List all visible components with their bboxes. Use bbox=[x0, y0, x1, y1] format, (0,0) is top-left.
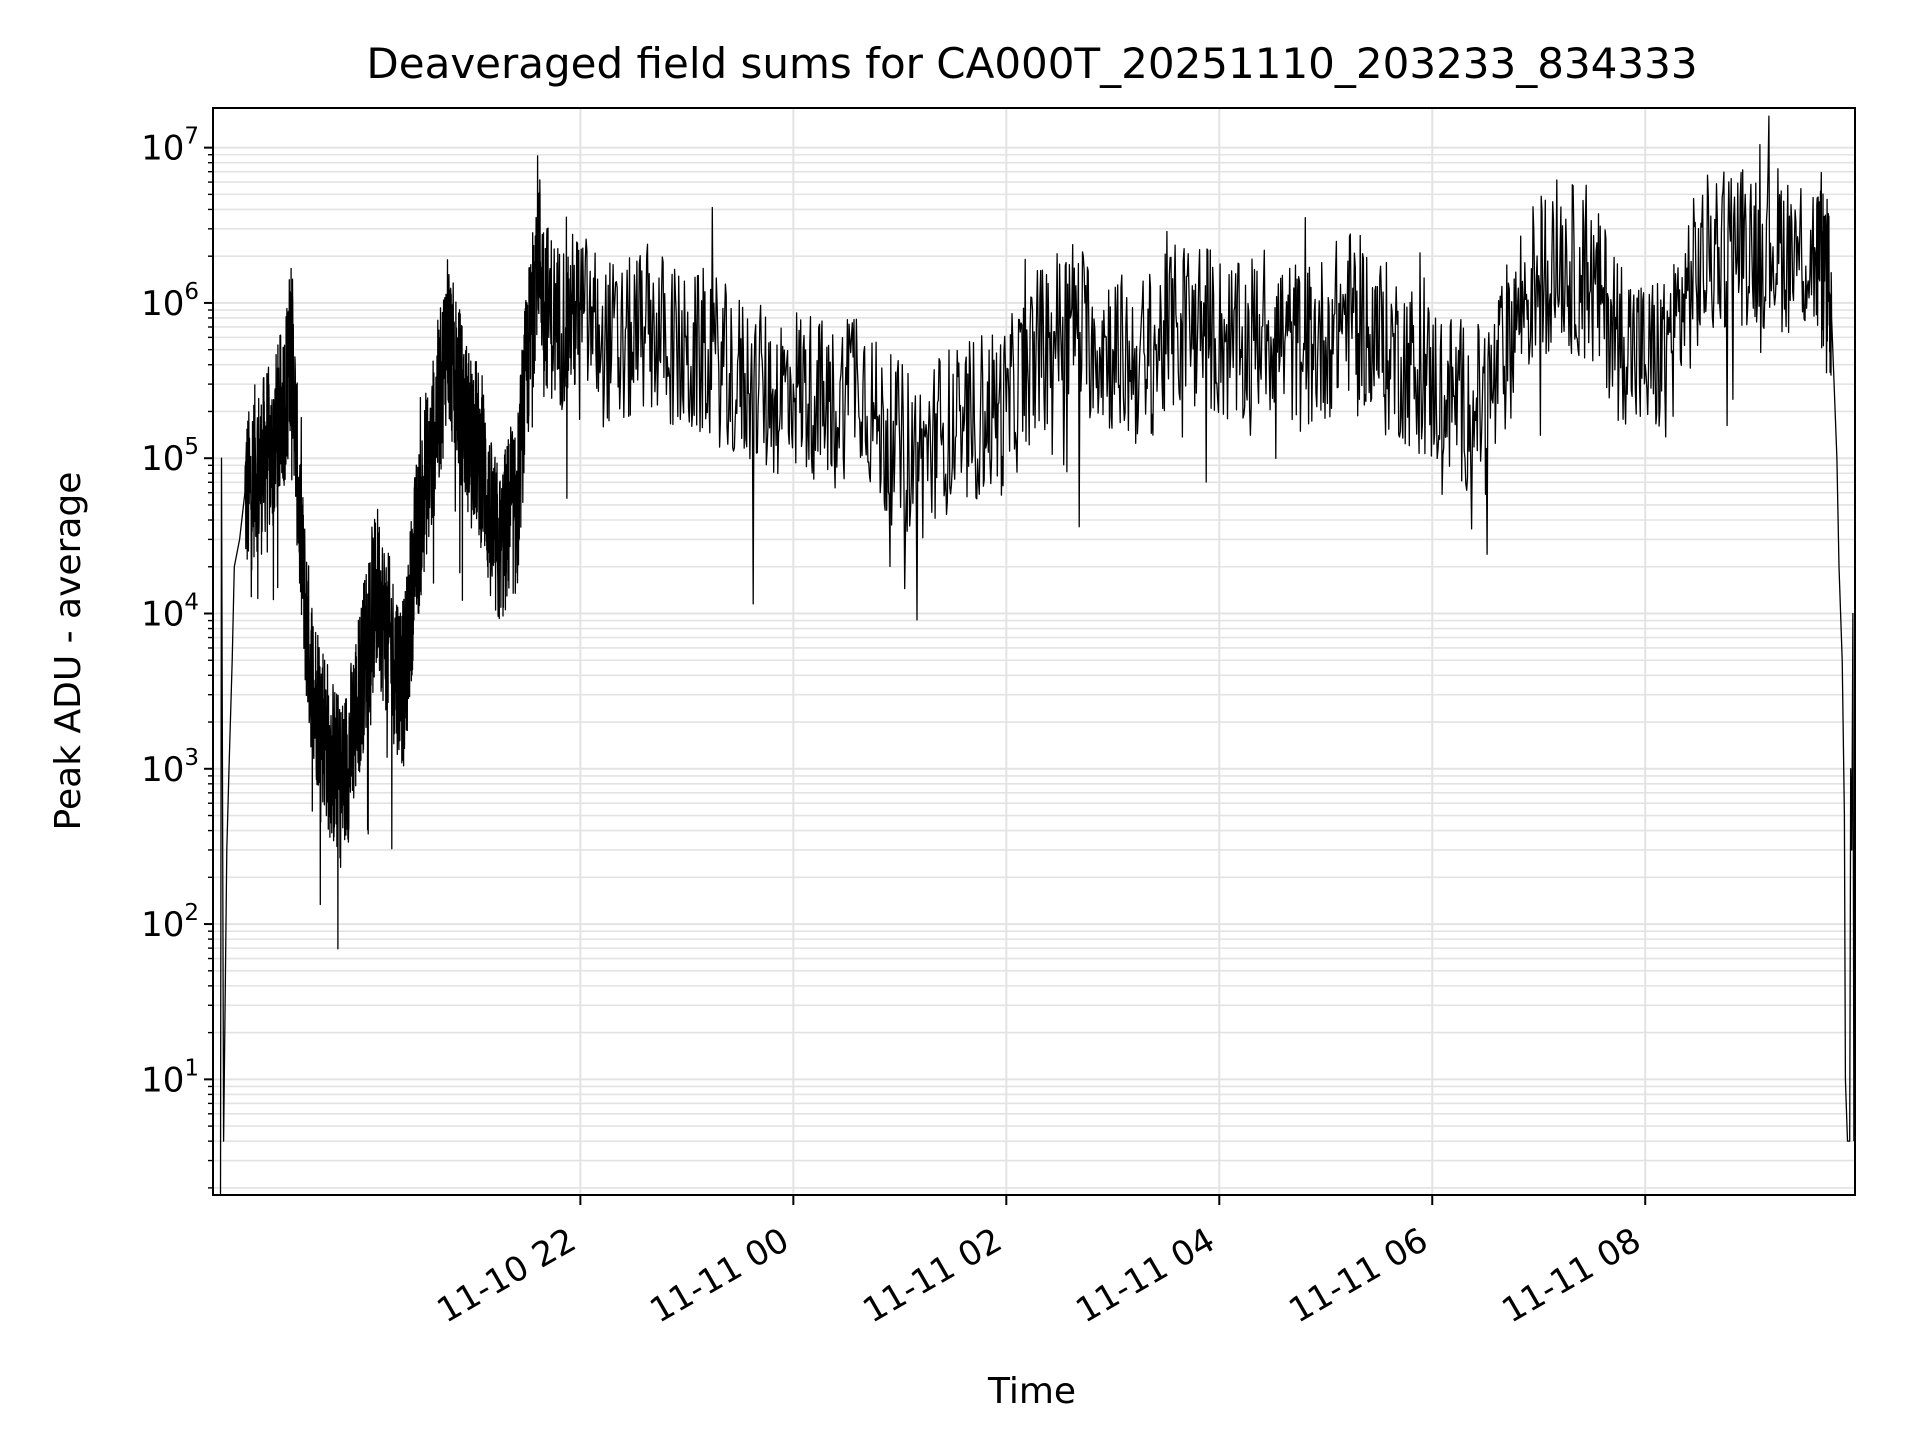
y-tick-label: 103 bbox=[141, 745, 199, 790]
plot-frame bbox=[212, 107, 1856, 1196]
grid-lines bbox=[213, 108, 1855, 1195]
y-axis-ticks: 101 102 103 104 105 106 107 bbox=[141, 124, 213, 1189]
y-tick-label: 107 bbox=[141, 124, 199, 169]
series-line bbox=[214, 115, 1855, 1196]
y-tick-label: 101 bbox=[141, 1055, 199, 1100]
y-axis-label: Peak ADU - average bbox=[48, 472, 89, 831]
y-tick-label: 102 bbox=[141, 900, 199, 945]
y-tick-label: 105 bbox=[141, 434, 199, 479]
y-tick-label: 106 bbox=[141, 279, 199, 324]
y-tick-label: 104 bbox=[141, 589, 199, 634]
series-group bbox=[214, 115, 1855, 1196]
chart-title: Deaveraged field sums for CA000T_2025111… bbox=[366, 39, 1697, 88]
x-axis-label: Time bbox=[987, 1371, 1076, 1412]
